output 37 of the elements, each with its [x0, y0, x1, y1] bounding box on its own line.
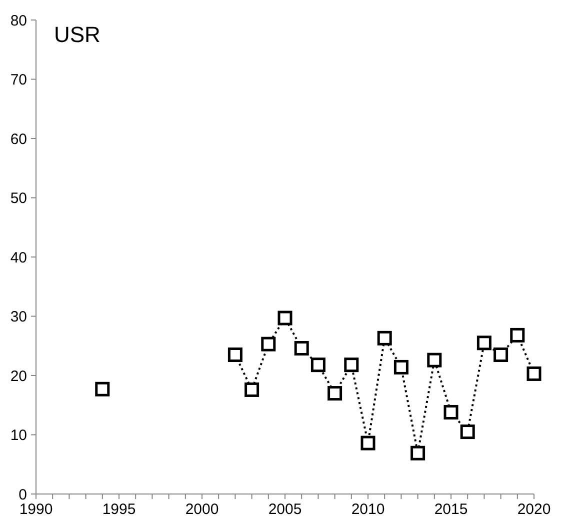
y-tick-label: 50: [10, 190, 27, 207]
point: [377, 330, 392, 346]
point: [460, 424, 475, 440]
y-tick-label: 40: [10, 249, 27, 266]
point: [228, 348, 242, 362]
y-tick-label: 30: [10, 308, 27, 326]
x-tick-label: 2000: [185, 501, 219, 518]
x-tick-label: 1995: [102, 501, 136, 518]
point: [261, 336, 276, 352]
x-tick-label: 2020: [517, 501, 551, 518]
point: [328, 386, 342, 401]
y-tick-label: 20: [10, 368, 27, 385]
point: [494, 348, 508, 362]
x-tick-label: 2005: [268, 501, 302, 518]
point: [244, 382, 260, 397]
point: [427, 352, 442, 368]
x-tick-label: 2015: [434, 501, 468, 518]
point: [526, 366, 542, 381]
point: [294, 340, 309, 356]
point: [344, 358, 359, 372]
chart-title: USR: [54, 22, 100, 47]
x-tick-label: 2010: [351, 501, 385, 518]
y-tick-label: 10: [10, 427, 27, 444]
y-tick-label: 70: [10, 72, 27, 88]
y-tick-label: 60: [10, 130, 27, 148]
point: [476, 336, 492, 350]
point: [444, 404, 458, 420]
point: [95, 382, 110, 396]
y-tick-label: 0: [18, 486, 27, 504]
point: [394, 360, 408, 374]
point: [410, 446, 426, 460]
point: [310, 358, 326, 372]
point: [278, 310, 292, 326]
y-tick-label: 80: [10, 12, 27, 30]
point: [510, 328, 525, 342]
x-tick-label: 1990: [19, 501, 53, 518]
point: [360, 436, 376, 450]
